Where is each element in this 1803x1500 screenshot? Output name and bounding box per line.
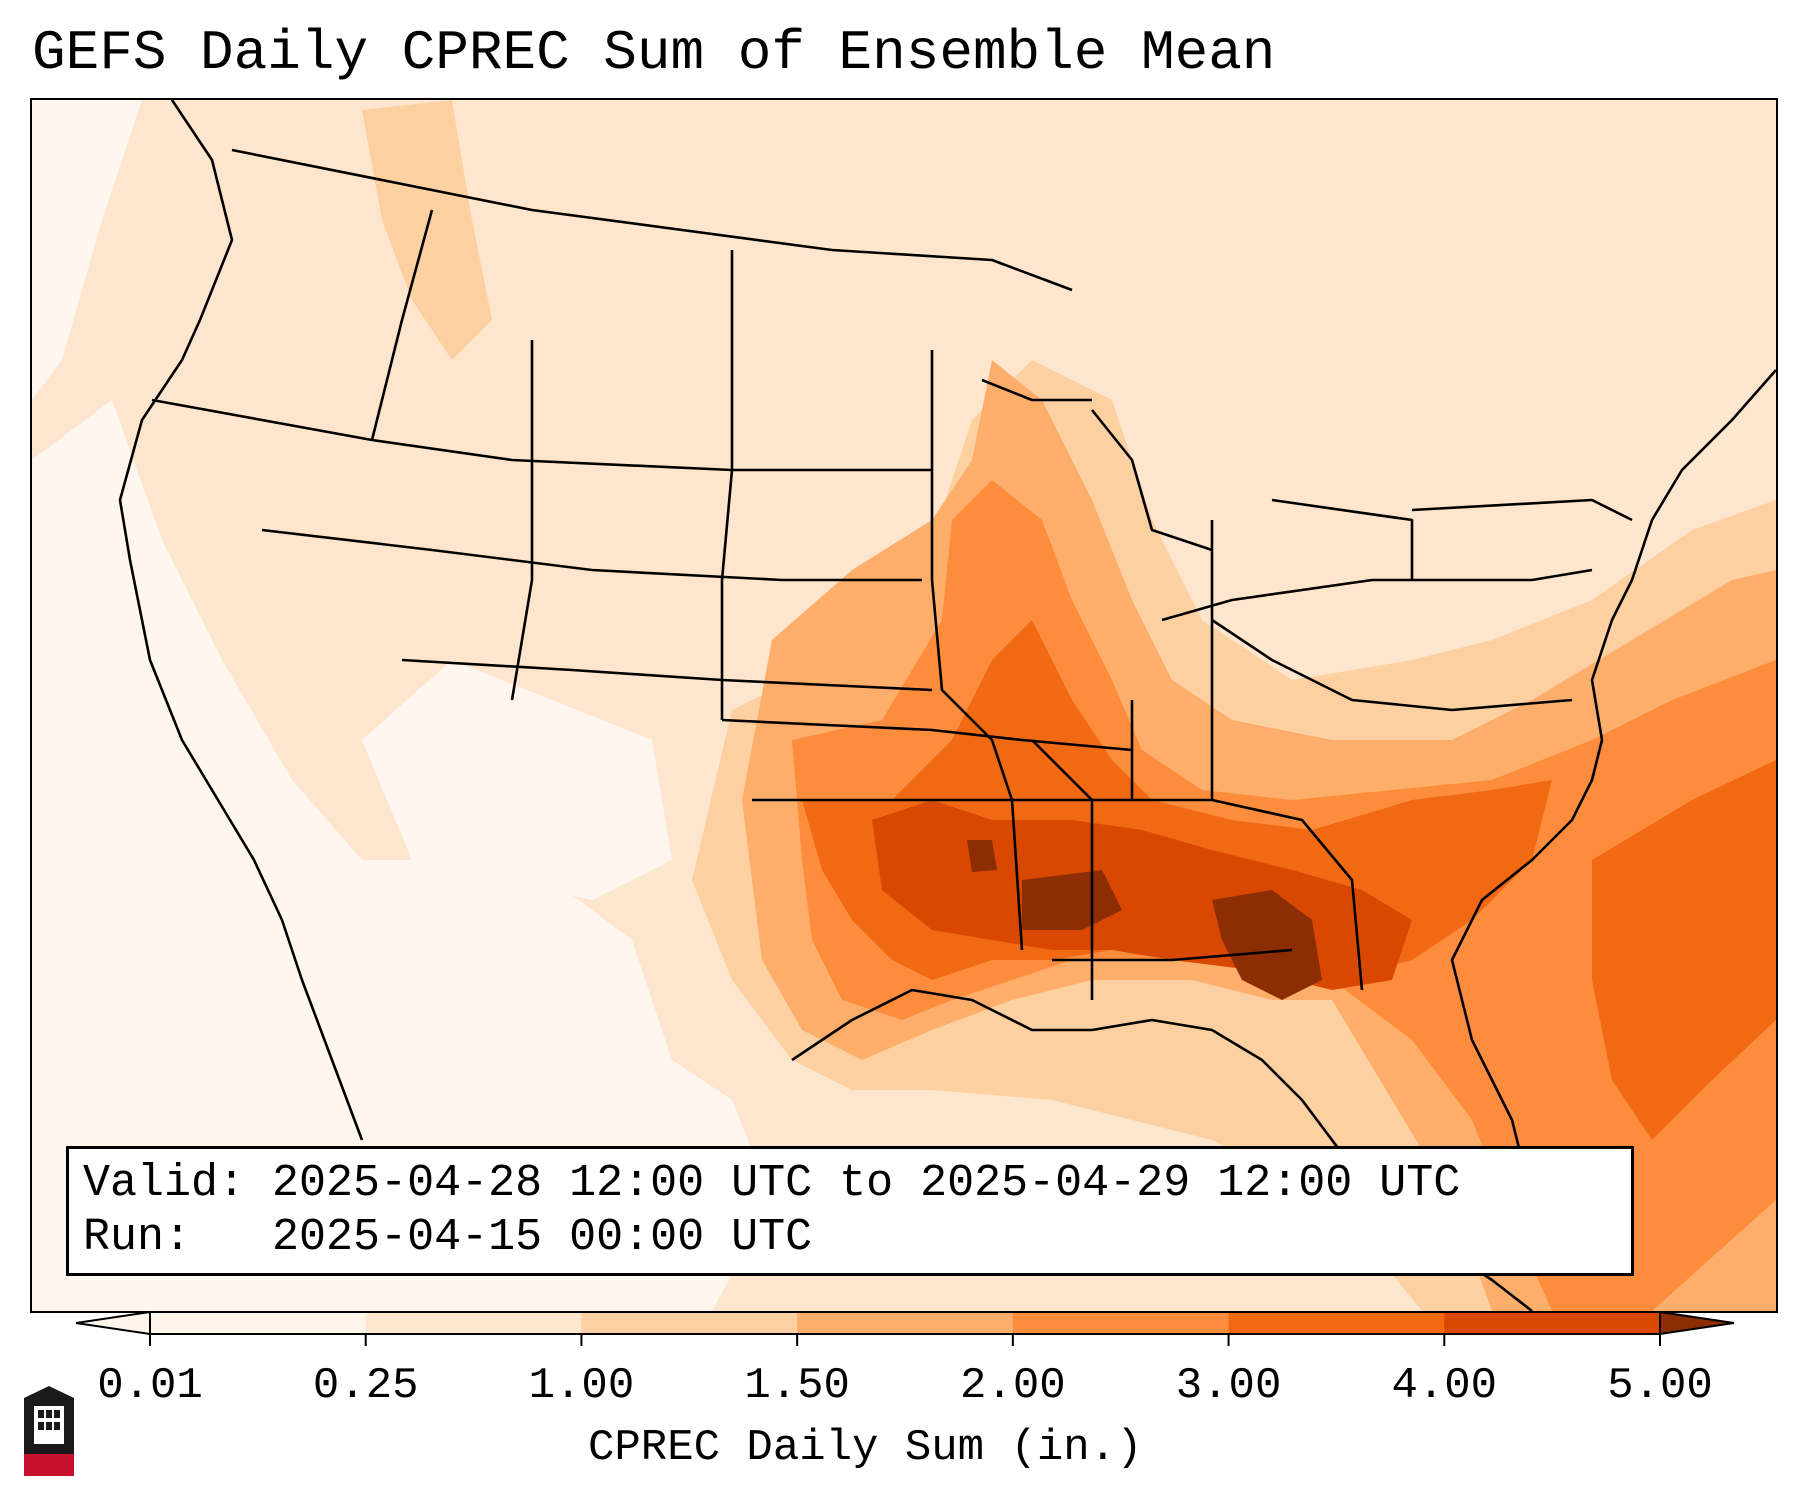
colorbar-segment [365,1312,582,1334]
colorbar-segment [581,1312,798,1334]
map-canvas [32,100,1776,1311]
colorbar-tick-label: 0.25 [312,1361,419,1411]
colorbar-tick-label: 0.01 [97,1361,203,1411]
colorbar-segment [797,1312,1014,1334]
colorbar-segment [150,1312,367,1334]
precipitation-map [30,98,1778,1313]
canada-border [231,148,1073,292]
colorbar-tick-label: 1.50 [744,1361,850,1411]
valid-value: 2025-04-28 12:00 UTC to 2025-04-29 12:00… [272,1158,1461,1209]
niu-logo [24,1386,74,1476]
east-coastline [1450,369,1776,1201]
colorbar-segment [1012,1312,1230,1334]
colorbar-tick-label: 3.00 [1175,1361,1282,1411]
run-label: Run: [83,1212,192,1263]
valid-run-box: Valid: 2025-04-28 12:00 UTC to 2025-04-2… [66,1146,1634,1276]
precip-field-max [967,840,1322,1000]
valid-label: Valid: [83,1158,246,1209]
colorbar-outline [149,1311,1661,1335]
colorbar-label: CPREC Daily Sum (in.) [588,1423,1143,1473]
run-value: 2025-04-15 00:00 UTC [272,1212,813,1263]
colorbar-extend-high [1659,1310,1735,1336]
political-boundaries [118,100,1776,1311]
colorbar-tick-label: 4.00 [1391,1361,1498,1411]
colorbar-tick-label: 5.00 [1607,1361,1713,1411]
colorbar-extend-low [75,1310,151,1336]
colorbar-segment [1444,1312,1661,1334]
colorbar-segment [1228,1312,1445,1334]
colorbar [75,1310,1735,1346]
precip-field-trace [32,100,772,1311]
colorbar-tick-label: 1.00 [528,1361,635,1411]
west-coastline [118,100,364,1141]
colorbar-tick-label: 2.00 [960,1361,1066,1411]
chart-title: GEFS Daily CPREC Sum of Ensemble Mean [32,21,1276,85]
